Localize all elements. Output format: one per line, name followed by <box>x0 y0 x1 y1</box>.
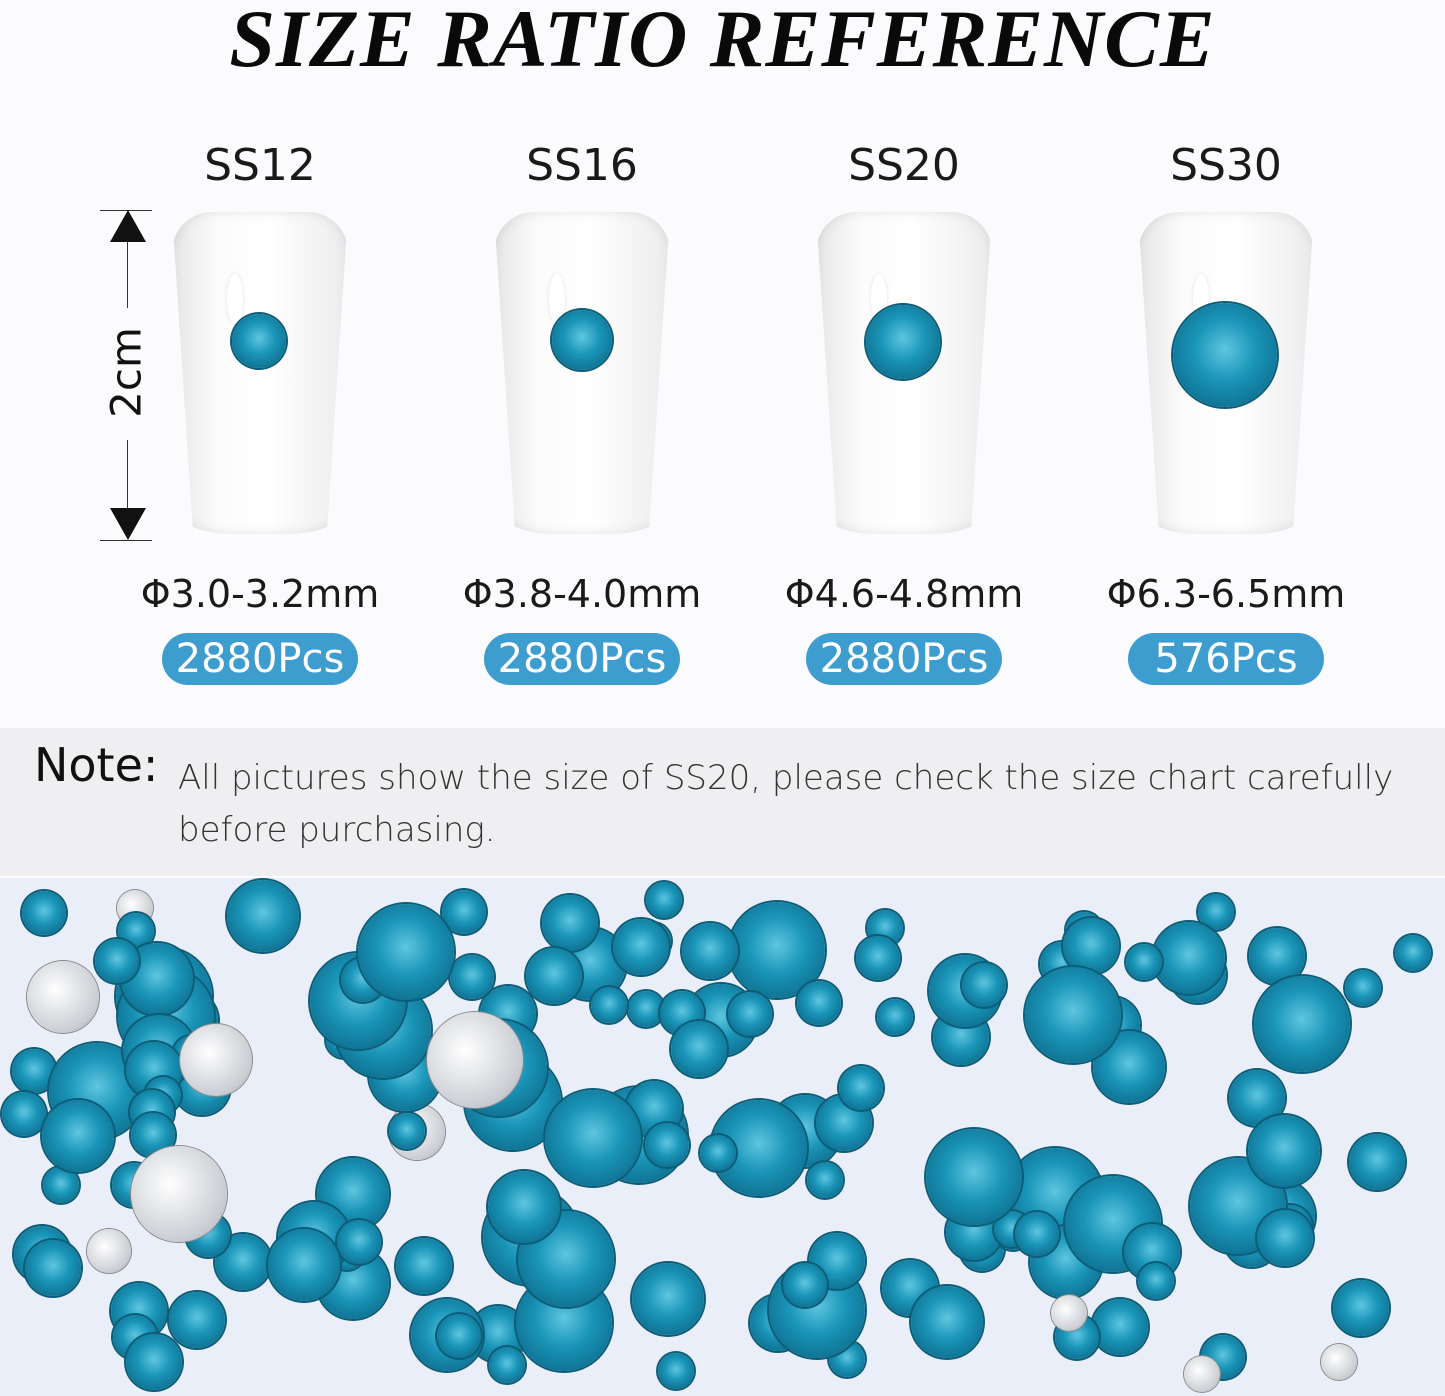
rhinestone <box>1024 967 1121 1064</box>
rhinestone <box>876 998 913 1035</box>
rhinestone <box>658 1353 695 1390</box>
diameter: Φ6.3-6.5mm <box>1106 572 1346 616</box>
rhinestone <box>1062 918 1119 975</box>
rhinestone <box>450 954 495 999</box>
note-label: Note: <box>34 738 159 792</box>
rhinestone <box>487 1170 560 1243</box>
rhinestone <box>632 1262 705 1335</box>
silver-back-rhinestone <box>86 1228 131 1273</box>
rhinestone <box>1253 975 1350 1072</box>
silver-back-rhinestone <box>1184 1355 1221 1392</box>
silver-back-rhinestone <box>1050 1295 1087 1332</box>
rhinestone <box>646 881 683 918</box>
note-banner <box>0 728 1445 876</box>
count-badge: 2880Pcs <box>162 633 358 685</box>
size-card-ss30: SS30 Φ6.3-6.5mm 576Pcs <box>1076 0 1376 720</box>
size-name: SS16 <box>526 140 638 191</box>
rhinestone <box>337 1219 382 1264</box>
rhinestone <box>1349 1134 1406 1191</box>
gem-ss12 <box>232 314 286 368</box>
rhinestone <box>41 1099 114 1172</box>
rhinestone <box>797 981 842 1026</box>
rhinestone <box>682 922 739 979</box>
diameter: Φ4.6-4.8mm <box>784 572 1024 616</box>
rhinestone <box>125 1333 182 1390</box>
diameter: Φ3.0-3.2mm <box>140 572 380 616</box>
ruler-2cm: 2cm <box>100 208 156 542</box>
rhinestone <box>962 963 1007 1008</box>
rhinestone <box>782 1263 827 1307</box>
rhinestone <box>525 948 582 1005</box>
rhinestone <box>21 890 66 935</box>
size-card-ss16: SS16 Φ3.8-4.0mm 2880Pcs <box>432 0 732 720</box>
silver-back-rhinestone <box>130 1146 227 1243</box>
rhinestone <box>925 1128 1022 1225</box>
silver-back-rhinestone <box>1321 1343 1358 1380</box>
rhinestone <box>267 1228 340 1301</box>
size-name: SS30 <box>1170 140 1282 191</box>
size-name: SS20 <box>848 140 960 191</box>
rhinestone <box>591 987 628 1024</box>
nail-tip <box>494 212 670 534</box>
rhinestone <box>2 1091 47 1136</box>
rhinestone <box>227 880 300 953</box>
rhinestone <box>806 1162 843 1199</box>
rhinestone <box>1257 1210 1314 1267</box>
nail-tip <box>172 212 348 534</box>
rhinestone <box>855 935 900 980</box>
rhinestone <box>1344 970 1381 1007</box>
count-badge: 2880Pcs <box>806 633 1002 685</box>
diameter: Φ3.8-4.0mm <box>462 572 702 616</box>
rhinestone <box>1125 944 1162 981</box>
rhinestone <box>699 1134 736 1171</box>
rhinestone <box>1153 921 1226 994</box>
rhinestone <box>25 1240 82 1297</box>
rhinestone <box>1394 934 1431 971</box>
rhinestone <box>168 1291 225 1348</box>
rhinestone <box>728 901 825 998</box>
silver-back-rhinestone <box>26 960 99 1033</box>
rhinestone <box>94 938 139 983</box>
silver-back-rhinestone <box>426 1011 523 1108</box>
rhinestone <box>910 1286 983 1359</box>
rhinestone <box>544 1089 641 1186</box>
note-text: All pictures show the size of SS20, plea… <box>178 758 1394 850</box>
rhinestone <box>613 919 670 976</box>
rhinestones-photo <box>0 878 1445 1396</box>
page-title: SIZE RATIO REFERENCE <box>229 0 1216 84</box>
size-card-ss12: SS12 Φ3.0-3.2mm 2880Pcs <box>110 0 410 720</box>
rhinestone <box>1248 928 1305 985</box>
arrow-up-icon <box>110 210 146 242</box>
rhinestone <box>43 1166 80 1203</box>
gem-ss20 <box>866 305 940 379</box>
rhinestone <box>389 1113 426 1150</box>
rhinestone <box>441 890 486 935</box>
rhinestone <box>670 1021 727 1078</box>
rhinestone <box>839 1065 884 1110</box>
rhinestone <box>1092 1298 1149 1355</box>
rhinestone <box>628 991 665 1028</box>
arrow-down-icon <box>110 508 146 540</box>
rhinestone <box>644 1122 689 1167</box>
gem-ss30 <box>1173 303 1277 407</box>
gem-ss16 <box>552 310 612 370</box>
rhinestone <box>395 1237 452 1294</box>
rhinestone <box>1332 1280 1389 1337</box>
rhinestone <box>437 1313 482 1358</box>
rhinestone <box>358 904 454 1001</box>
rhinestone <box>727 992 772 1037</box>
size-card-ss20: SS20 Φ4.6-4.8mm 2880Pcs <box>754 0 1054 720</box>
rhinestone <box>1247 1114 1320 1187</box>
rhinestone <box>11 1049 56 1094</box>
rhinestone <box>1015 1211 1060 1256</box>
silver-back-rhinestone <box>179 1023 252 1096</box>
rhinestone <box>1137 1263 1174 1300</box>
rhinestone <box>1197 893 1234 930</box>
count-badge: 576Pcs <box>1128 633 1324 685</box>
count-badge: 2880Pcs <box>484 633 680 685</box>
size-name: SS12 <box>204 140 316 191</box>
rhinestone <box>542 894 599 951</box>
rhinestone <box>489 1347 526 1384</box>
